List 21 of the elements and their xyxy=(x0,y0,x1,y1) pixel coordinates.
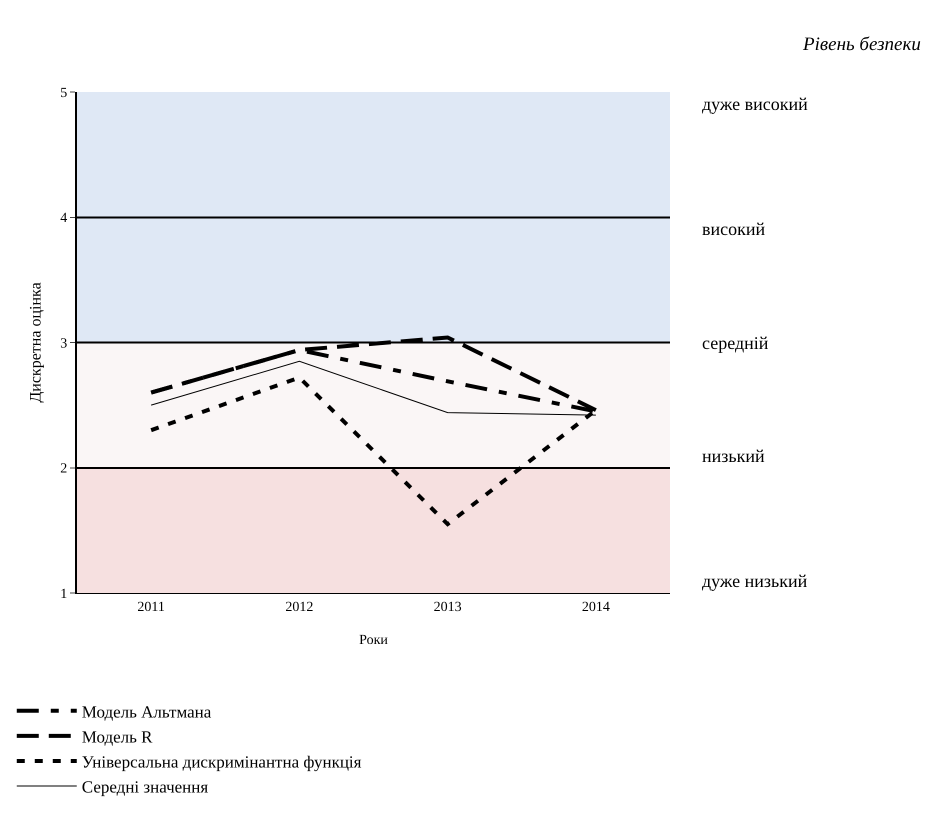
text: дуже високий xyxy=(702,94,808,114)
x-tick-label: 2012 xyxy=(285,600,314,615)
y-tick-label: 1 xyxy=(60,586,68,602)
text: Рівень безпеки xyxy=(802,34,921,55)
text: низький xyxy=(702,446,765,466)
text: середній xyxy=(702,333,769,353)
legend-label: Середні значення xyxy=(82,778,208,797)
y-tick-label: 4 xyxy=(60,211,68,226)
legend-label: Модель R xyxy=(82,727,154,746)
y-axis-title: Дискретна оцінка xyxy=(28,282,45,403)
text: високий xyxy=(702,219,766,239)
x-axis-title: Роки xyxy=(359,633,388,648)
y-tick-label: 3 xyxy=(60,336,68,352)
legend-label: Універсальна дискримінантна функція xyxy=(82,752,362,772)
x-tick-label: 2014 xyxy=(582,600,610,615)
x-tick-label: 2013 xyxy=(434,600,462,615)
y-tick-label: 5 xyxy=(60,86,68,101)
legend-label: Модель Альтмана xyxy=(82,702,212,722)
x-tick-label: 2011 xyxy=(137,600,165,615)
y-tick-label: 2 xyxy=(60,462,68,477)
text: дуже низький xyxy=(702,571,808,591)
